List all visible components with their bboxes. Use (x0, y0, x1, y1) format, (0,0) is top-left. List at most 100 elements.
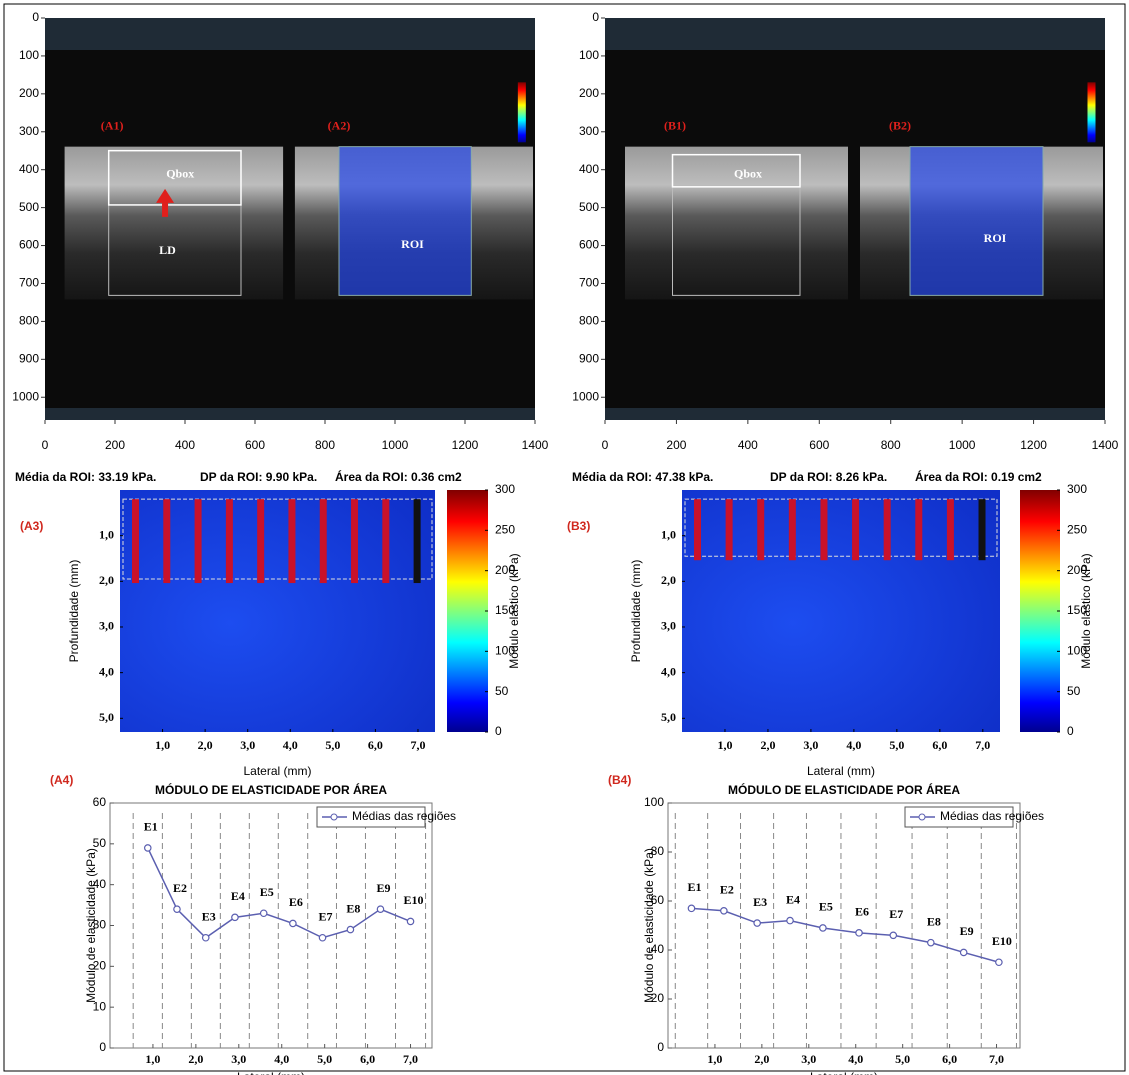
y-axis-label: Profundidade (mm) (629, 560, 643, 663)
x-axis-label: Lateral (mm) (807, 764, 875, 778)
chart-title: MÓDULO DE ELASTICIDADE POR ÁREA (728, 782, 960, 797)
colorbar-tick-label: 50 (495, 684, 509, 698)
data-point (995, 958, 1003, 967)
legend-marker (918, 813, 926, 821)
y-tick-label: 0 (657, 1040, 664, 1054)
data-point (173, 905, 181, 913)
data-point (318, 933, 327, 942)
roi-stat: Área da ROI: 0.19 cm2 (915, 469, 1042, 484)
colorbar-tick-label: 100 (1067, 644, 1087, 658)
stiff-band (820, 499, 828, 561)
roi-stat: Média da ROI: 47.38 kPa. (572, 470, 713, 484)
region-label: E4 (786, 892, 800, 906)
frame (3, 3, 1126, 1072)
y-tick-label: 5,0 (99, 710, 114, 724)
colorbar-tick-label: 250 (495, 523, 515, 537)
panel-label: (A4) (50, 773, 73, 787)
footer-bar (605, 408, 1105, 420)
colorbar-tick-label: 100 (495, 644, 515, 658)
y-tick-label: 1,0 (661, 527, 676, 541)
region-label: E9 (376, 881, 390, 895)
x-tick-label: 6,0 (360, 1052, 375, 1066)
region-label: E8 (346, 901, 360, 915)
x-tick-label: 600 (245, 438, 265, 452)
x-tick-label: 1,0 (145, 1052, 160, 1066)
region-label: E3 (753, 895, 767, 909)
annotation: (A1) (101, 118, 124, 132)
x-tick-label: 1400 (522, 438, 549, 452)
annotation: Qbox (734, 167, 762, 181)
colorbar-tick-label: 300 (1067, 482, 1087, 496)
x-tick-label: 1,0 (717, 738, 732, 752)
x-axis-label: Lateral (mm) (243, 764, 311, 778)
y-tick-label: 1,0 (99, 527, 114, 541)
colorbar-tick-label: 50 (1067, 684, 1081, 698)
legend-label: Médias das regiões (352, 809, 456, 823)
y-tick-label: 1000 (572, 389, 599, 403)
y-tick-label: 4,0 (661, 664, 676, 678)
arrow (156, 188, 175, 217)
y-tick-label: 3,0 (661, 619, 676, 633)
y-axis-label: Módulo de elasticidade (kPa) (84, 848, 98, 1003)
y-tick-label: 700 (579, 276, 599, 290)
panel-label: (B4) (608, 773, 631, 787)
data-point (927, 938, 935, 947)
data-point (720, 906, 728, 915)
data-point (289, 919, 297, 928)
data-point (819, 924, 827, 932)
region-label: E6 (855, 905, 869, 919)
colorbar-tick-label: 0 (495, 724, 502, 738)
roi-box (909, 146, 1044, 296)
stiff-band (257, 499, 265, 584)
chart-title: MÓDULO DE ELASTICIDADE POR ÁREA (155, 782, 387, 797)
y-axis-label: Profundidade (mm) (67, 560, 81, 663)
x-tick-label: 0 (602, 438, 609, 452)
legend-label: Médias das regiões (940, 809, 1044, 823)
x-tick-label: 5,0 (895, 1052, 910, 1066)
y-tick-label: 2,0 (99, 573, 114, 587)
region-label: E5 (260, 885, 274, 899)
x-tick-label: 400 (738, 438, 758, 452)
legend-box (316, 806, 426, 828)
x-axis-label: Lateral (mm) (810, 1070, 878, 1075)
y-tick-label: 300 (579, 124, 599, 138)
x-tick-label: 2,0 (754, 1052, 769, 1066)
panel-label: (B3) (567, 519, 590, 533)
x-tick-label: 4,0 (846, 738, 861, 752)
data-point (855, 929, 863, 937)
x-tick-label: 6,0 (368, 738, 383, 752)
stiff-band (351, 499, 359, 584)
data-point (786, 916, 794, 925)
x-tick-label: 800 (881, 438, 901, 452)
y-tick-label: 60 (651, 893, 665, 907)
x-tick-label: 6,0 (942, 1052, 957, 1066)
stiff-band (288, 499, 296, 584)
stiff-band (225, 499, 233, 584)
series-line (691, 907, 1000, 963)
y-tick-label: 20 (93, 959, 107, 973)
x-tick-label: 200 (105, 438, 125, 452)
data-point (376, 905, 385, 913)
y-tick-label: 400 (579, 162, 599, 176)
header-bar (45, 18, 535, 50)
stiff-band (852, 499, 860, 561)
y-axis-label: Módulo de elasticidade (kPa) (642, 848, 656, 1003)
annotation: Qbox (166, 167, 194, 181)
colorbar-tick-label: 300 (495, 482, 515, 496)
stiff-band (382, 499, 390, 584)
colorbar-tick-label: 200 (1067, 563, 1087, 577)
stiff-band (946, 499, 954, 561)
region-label: E3 (202, 910, 216, 924)
stiff-band (915, 499, 923, 561)
y-tick-label: 60 (93, 795, 107, 809)
plot-area (667, 802, 1021, 1049)
y-tick-label: 0 (592, 10, 599, 24)
stiff-band (319, 499, 327, 584)
x-tick-label: 4,0 (274, 1052, 289, 1066)
x-tick-label: 5,0 (889, 738, 904, 752)
qbox (671, 153, 801, 188)
x-tick-label: 1000 (949, 438, 976, 452)
y-tick-label: 100 (19, 48, 39, 62)
region-label: E7 (889, 907, 903, 921)
